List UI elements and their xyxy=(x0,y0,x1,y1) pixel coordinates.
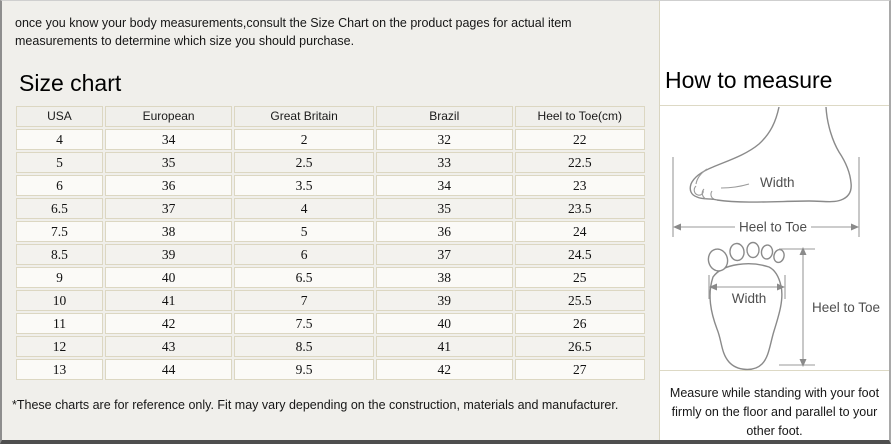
table-cell-brazil: 41 xyxy=(375,336,513,358)
table-cell-usa: 8.5 xyxy=(16,244,103,266)
how-to-measure-title: How to measure xyxy=(665,67,833,93)
table-cell-brazil: 38 xyxy=(375,267,513,289)
table-cell-european: 44 xyxy=(104,359,233,381)
table-cell-usa: 5 xyxy=(16,152,103,174)
table-row: 6 36 3.5 34 23 xyxy=(16,175,645,197)
table-cell-usa: 9 xyxy=(16,267,103,289)
table-cell-european: 41 xyxy=(104,290,233,312)
table-cell-brazil: 42 xyxy=(375,359,513,381)
table-cell-usa: 7.5 xyxy=(16,221,103,243)
table-cell-european: 36 xyxy=(104,175,233,197)
table-cell-great-britain: 7.5 xyxy=(234,313,374,335)
table-row: 9 40 6.5 38 25 xyxy=(16,267,645,289)
table-cell-heel-to-toe: 24.5 xyxy=(514,244,645,266)
table-cell-european: 40 xyxy=(104,267,233,289)
table-cell-brazil: 33 xyxy=(375,152,513,174)
how-to-measure-panel: How to measure Width Heel to Toe xyxy=(659,1,889,440)
table-cell-heel-to-toe: 24 xyxy=(514,221,645,243)
table-cell-usa: 4 xyxy=(16,129,103,151)
table-cell-heel-to-toe: 23 xyxy=(514,175,645,197)
table-row: 11 42 7.5 40 26 xyxy=(16,313,645,335)
table-cell-heel-to-toe: 27 xyxy=(514,359,645,381)
size-table: USA European Great Britain Brazil Heel to To… xyxy=(14,104,647,382)
table-cell-brazil: 32 xyxy=(375,129,513,151)
table-cell-usa: 6.5 xyxy=(16,198,103,220)
table-cell-european: 35 xyxy=(104,152,233,174)
table-row: 5 35 2.5 33 22.5 xyxy=(16,152,645,174)
table-cell-european: 43 xyxy=(104,336,233,358)
table-cell-great-britain: 4 xyxy=(234,198,374,220)
size-table-header-cell: Great Britain xyxy=(234,106,374,128)
size-table-header-cell: Brazil xyxy=(375,106,513,128)
table-row: 10 41 7 39 25.5 xyxy=(16,290,645,312)
table-cell-great-britain: 2 xyxy=(234,129,374,151)
table-cell-heel-to-toe: 22 xyxy=(514,129,645,151)
table-cell-great-britain: 5 xyxy=(234,221,374,243)
table-row: 7.5 38 5 36 24 xyxy=(16,221,645,243)
table-cell-usa: 12 xyxy=(16,336,103,358)
table-cell-great-britain: 7 xyxy=(234,290,374,312)
table-cell-great-britain: 6 xyxy=(234,244,374,266)
table-row: 13 44 9.5 42 27 xyxy=(16,359,645,381)
measure-note: Measure while standing with your foot fi… xyxy=(669,386,880,438)
table-cell-heel-to-toe: 26 xyxy=(514,313,645,335)
table-cell-european: 38 xyxy=(104,221,233,243)
disclaimer-text: *These charts are for reference only. Fi… xyxy=(12,398,619,413)
table-cell-heel-to-toe: 25 xyxy=(514,267,645,289)
table-cell-great-britain: 2.5 xyxy=(234,152,374,174)
size-chart-panel: once you know your body measurements,con… xyxy=(2,1,659,440)
size-table-header-cell: USA xyxy=(16,106,103,128)
size-chart-title: Size chart xyxy=(19,70,122,97)
table-cell-usa: 11 xyxy=(16,313,103,335)
table-cell-great-britain: 9.5 xyxy=(234,359,374,381)
table-cell-european: 39 xyxy=(104,244,233,266)
table-row: 4 34 2 32 22 xyxy=(16,129,645,151)
table-cell-heel-to-toe: 23.5 xyxy=(514,198,645,220)
table-cell-european: 34 xyxy=(104,129,233,151)
table-row: 12 43 8.5 41 26.5 xyxy=(16,336,645,358)
table-cell-great-britain: 8.5 xyxy=(234,336,374,358)
table-row: 8.5 39 6 37 24.5 xyxy=(16,244,645,266)
size-table-header-cell: European xyxy=(104,106,233,128)
table-cell-brazil: 40 xyxy=(375,313,513,335)
sole-view-length-label: Heel to Toe xyxy=(812,300,880,315)
table-cell-great-britain: 3.5 xyxy=(234,175,374,197)
table-cell-brazil: 36 xyxy=(375,221,513,243)
table-cell-usa: 13 xyxy=(16,359,103,381)
sole-view-width-label: Width xyxy=(731,291,766,306)
foot-sole-view-diagram: Width Heel to Toe xyxy=(707,242,880,371)
table-cell-great-britain: 6.5 xyxy=(234,267,374,289)
intro-text: once you know your body measurements,con… xyxy=(15,16,572,49)
table-row: 6.5 37 4 35 23.5 xyxy=(16,198,645,220)
size-table-header-row: USA European Great Britain Brazil Heel to To… xyxy=(16,106,645,128)
size-table-header-cell: Heel to Toe(cm) xyxy=(514,106,645,128)
table-cell-heel-to-toe: 25.5 xyxy=(514,290,645,312)
measure-diagrams: Width Heel to Toe xyxy=(660,105,889,372)
table-cell-brazil: 35 xyxy=(375,198,513,220)
table-cell-european: 42 xyxy=(104,313,233,335)
table-cell-heel-to-toe: 22.5 xyxy=(514,152,645,174)
table-cell-usa: 10 xyxy=(16,290,103,312)
table-cell-brazil: 39 xyxy=(375,290,513,312)
table-cell-usa: 6 xyxy=(16,175,103,197)
table-cell-heel-to-toe: 26.5 xyxy=(514,336,645,358)
table-cell-brazil: 34 xyxy=(375,175,513,197)
table-cell-european: 37 xyxy=(104,198,233,220)
table-cell-brazil: 37 xyxy=(375,244,513,266)
size-table-body: 4 34 2 32 22 5 35 2.5 33 22.5 xyxy=(16,129,645,381)
side-view-width-label: Width xyxy=(760,175,795,190)
foot-side-view-diagram: Width Heel to Toe xyxy=(671,107,860,238)
side-view-length-label: Heel to Toe xyxy=(738,220,806,235)
